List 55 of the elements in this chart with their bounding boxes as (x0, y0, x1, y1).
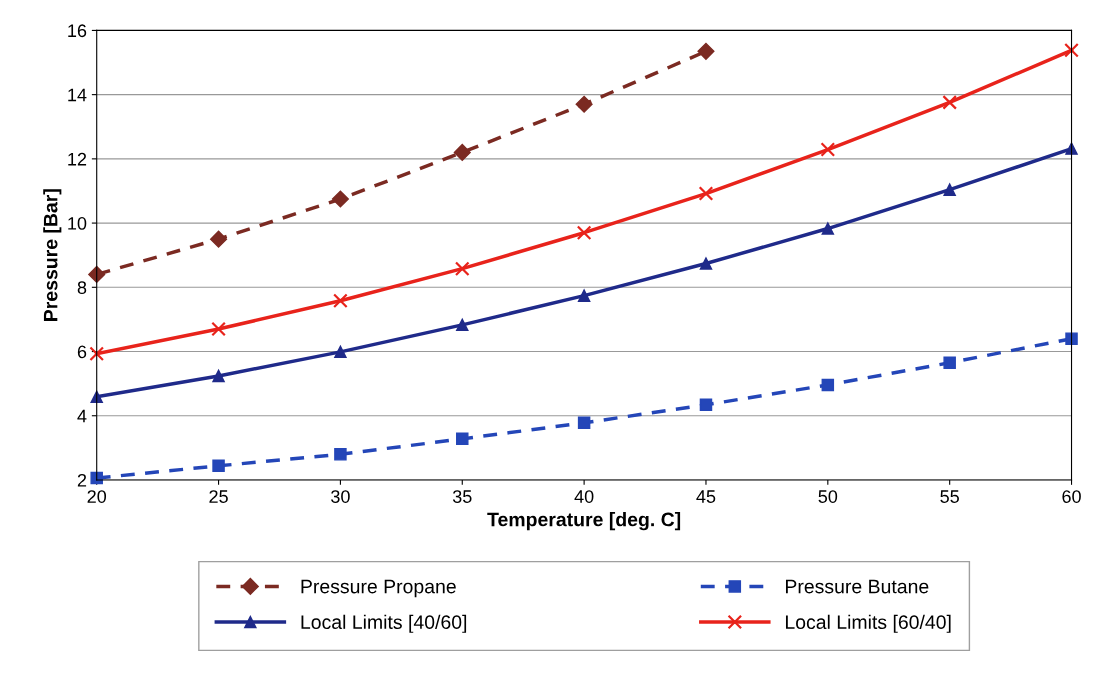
point (942, 94, 958, 110)
point (334, 448, 347, 461)
y-tick-label: 10 (68, 217, 87, 230)
point (943, 356, 956, 370)
point (1065, 142, 1078, 155)
point (90, 390, 103, 404)
y-tick-label: 6 (77, 345, 87, 359)
x-tick-label: 60 (1062, 490, 1081, 503)
y-tick-label: 14 (68, 88, 87, 102)
point (331, 190, 349, 208)
point (454, 261, 470, 277)
point (699, 398, 713, 412)
y-axis-title: Pressure [Bar] (43, 189, 62, 321)
y-tick-label: 8 (77, 281, 87, 295)
point (577, 416, 591, 430)
point (943, 183, 956, 196)
point (821, 222, 835, 235)
point (453, 143, 471, 161)
point (1065, 332, 1078, 345)
point (210, 230, 228, 248)
y-tick-label: 16 (68, 24, 87, 38)
legend-label: Pressure Butane (785, 579, 929, 594)
point (575, 95, 593, 113)
x-tick-label: 45 (696, 490, 716, 503)
x-tick-label: 50 (818, 490, 838, 503)
point (820, 142, 836, 157)
point (576, 225, 592, 241)
x-axis-title: Temperature [deg. C] (487, 512, 681, 531)
point (89, 346, 105, 362)
x-tick-label: 20 (87, 490, 107, 503)
point (456, 432, 469, 446)
y-tick-label: 2 (77, 473, 87, 487)
point (1064, 42, 1079, 58)
point (456, 318, 469, 332)
y-tick-label: 12 (68, 152, 87, 166)
legend-label: Pressure Propane (301, 579, 456, 598)
legend-label: Local Limits [40/60] (301, 614, 467, 633)
point (212, 459, 225, 473)
point (699, 257, 713, 270)
point (698, 186, 714, 201)
point (577, 289, 591, 302)
y-tick-label: 4 (77, 409, 87, 423)
point (90, 471, 103, 485)
point (212, 369, 225, 383)
x-tick-label: 30 (331, 490, 350, 503)
point (821, 378, 835, 392)
point (697, 42, 715, 60)
x-tick-label: 25 (209, 490, 228, 503)
point (334, 345, 347, 359)
legend-label: Local Limits [60/40] (785, 614, 951, 633)
point (333, 293, 348, 309)
x-tick-label: 55 (940, 490, 959, 503)
x-tick-label: 40 (574, 490, 594, 503)
point (211, 321, 226, 337)
x-tick-label: 35 (452, 490, 472, 503)
